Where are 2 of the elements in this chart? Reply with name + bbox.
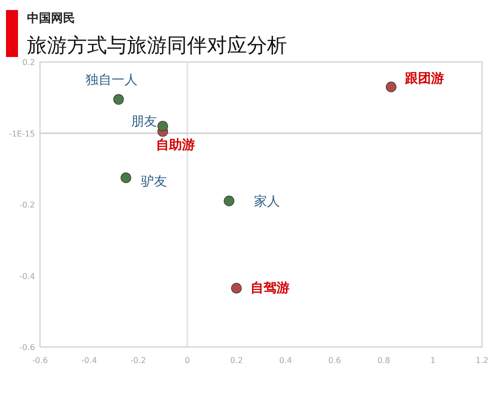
- subtitle: 中国网民: [27, 11, 75, 25]
- title: 旅游方式与旅游同伴对应分析: [27, 33, 287, 57]
